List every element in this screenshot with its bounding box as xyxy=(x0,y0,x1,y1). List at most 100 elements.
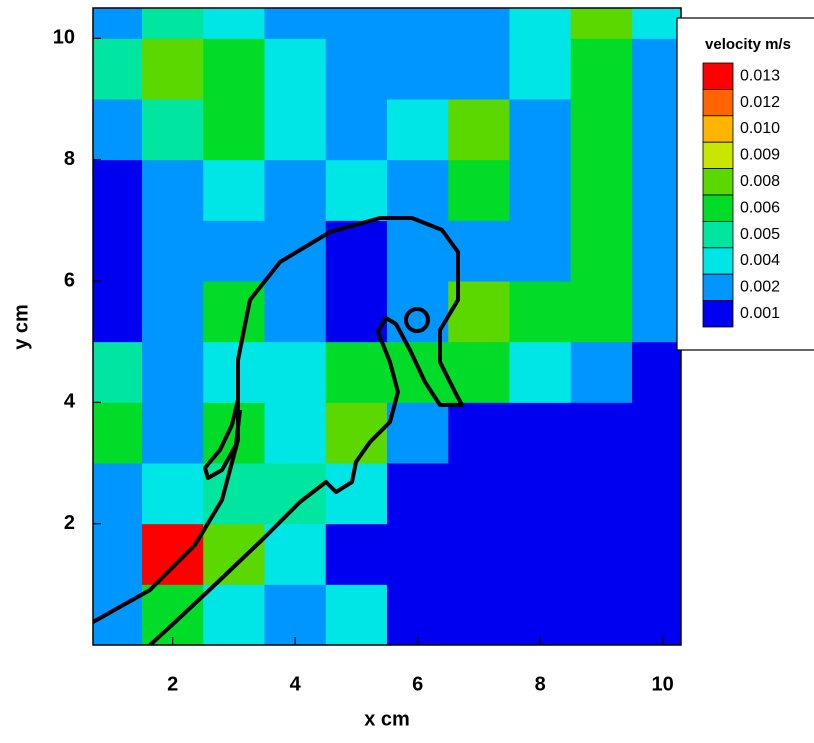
y-tick-label: 6 xyxy=(64,269,75,291)
contour-cell xyxy=(509,341,572,403)
contour-cell xyxy=(387,38,449,100)
contour-cell xyxy=(325,38,388,100)
legend-swatch xyxy=(702,168,734,196)
y-tick-label: 8 xyxy=(64,148,75,170)
contour-cell xyxy=(203,220,265,282)
legend-swatch xyxy=(702,62,734,90)
x-tick-label: 4 xyxy=(290,673,302,695)
contour-cell xyxy=(264,523,327,585)
outline-inner xyxy=(203,399,242,480)
contour-cell xyxy=(93,281,143,343)
contour-cell xyxy=(93,523,143,585)
contour-cell xyxy=(325,99,388,161)
contour-cell xyxy=(325,523,388,585)
contour-cell xyxy=(632,8,681,39)
contour-cell xyxy=(632,341,681,403)
contour-cell xyxy=(93,38,143,100)
eye xyxy=(404,307,430,333)
contour-cell xyxy=(203,341,265,403)
x-tick-label: 10 xyxy=(652,673,674,695)
contour-cell xyxy=(632,220,681,282)
legend: 0.013 0.012 0.010 0.009 0.008 0.006 0.005 0.004… xyxy=(702,62,780,328)
contour-cell xyxy=(203,159,265,221)
legend-label: 0.009 xyxy=(740,147,780,164)
contour-cell xyxy=(448,8,510,39)
contour-cell xyxy=(203,99,265,161)
contour-cell xyxy=(448,38,510,100)
legend-label: 0.010 xyxy=(740,120,780,137)
contour-field xyxy=(93,8,681,645)
contour-cell xyxy=(93,99,143,161)
contour-cell xyxy=(142,220,204,282)
contour-cell xyxy=(93,8,143,39)
contour-cell xyxy=(142,38,204,100)
legend-box xyxy=(676,17,814,351)
contour-cell xyxy=(203,8,265,39)
legend-label: 0.013 xyxy=(740,67,780,84)
contour-cell xyxy=(632,159,681,221)
legend-swatch xyxy=(702,141,734,169)
contour-cell xyxy=(509,281,572,343)
contour-cell xyxy=(570,463,633,525)
contour-cell xyxy=(264,159,327,221)
contour-cell xyxy=(632,463,681,525)
contour-cell xyxy=(142,584,204,645)
contour-cell xyxy=(203,523,265,585)
y-tick-label: 4 xyxy=(64,391,76,413)
contour-cell xyxy=(325,8,388,39)
legend-label: 0.001 xyxy=(740,305,780,322)
contour-cell xyxy=(264,341,327,403)
legend-label: 0.005 xyxy=(740,226,780,243)
contour-cell xyxy=(142,281,204,343)
contour-cell xyxy=(325,341,388,403)
contour-cell xyxy=(387,402,449,464)
legend-label: 0.012 xyxy=(740,94,780,111)
contour-cell xyxy=(570,99,633,161)
contour-cell xyxy=(632,584,681,645)
legend-swatch xyxy=(702,220,734,249)
contour-cell xyxy=(570,341,633,403)
legend-swatch xyxy=(702,194,734,222)
contour-cell xyxy=(387,463,449,525)
contour-cell xyxy=(509,463,572,525)
contour-cell xyxy=(509,38,572,100)
contour-cell xyxy=(509,584,572,645)
y-axis-label: y cm xyxy=(10,304,32,350)
contour-cell xyxy=(93,463,143,525)
contour-cell xyxy=(142,463,204,525)
outline-outer xyxy=(93,216,464,645)
contour-cell xyxy=(264,463,327,525)
legend-swatch xyxy=(702,89,734,117)
contour-cell xyxy=(142,8,204,39)
x-tick-label: 2 xyxy=(167,673,178,695)
contour-cell xyxy=(142,402,204,464)
contour-cell xyxy=(509,523,572,585)
contour-cell xyxy=(264,584,327,645)
legend-title: velocity m/s xyxy=(705,36,791,53)
contour-cell xyxy=(509,159,572,221)
contour-cell xyxy=(93,220,143,282)
legend-swatch xyxy=(702,247,734,275)
legend-swatch xyxy=(702,300,734,328)
contour-cell xyxy=(448,99,510,161)
contour-cell xyxy=(203,38,265,100)
contour-cell xyxy=(448,523,510,585)
contour-cell xyxy=(570,402,633,464)
contour-cell xyxy=(570,159,633,221)
contour-cell xyxy=(509,99,572,161)
contour-cell xyxy=(264,8,327,39)
contour-cell xyxy=(632,281,681,343)
contour-cell xyxy=(570,281,633,343)
body-outline xyxy=(93,216,464,645)
contour-cell xyxy=(509,8,572,39)
contour-cell xyxy=(325,584,388,645)
x-axis-label: x cm xyxy=(364,708,410,730)
contour-cell xyxy=(142,523,204,585)
contour-cell xyxy=(387,523,449,585)
legend-swatch xyxy=(702,273,734,302)
contour-cell xyxy=(93,159,143,221)
legend-label: 0.008 xyxy=(740,173,780,190)
contour-cell xyxy=(264,38,327,100)
contour-cell xyxy=(570,220,633,282)
legend-label: 0.002 xyxy=(740,279,780,296)
